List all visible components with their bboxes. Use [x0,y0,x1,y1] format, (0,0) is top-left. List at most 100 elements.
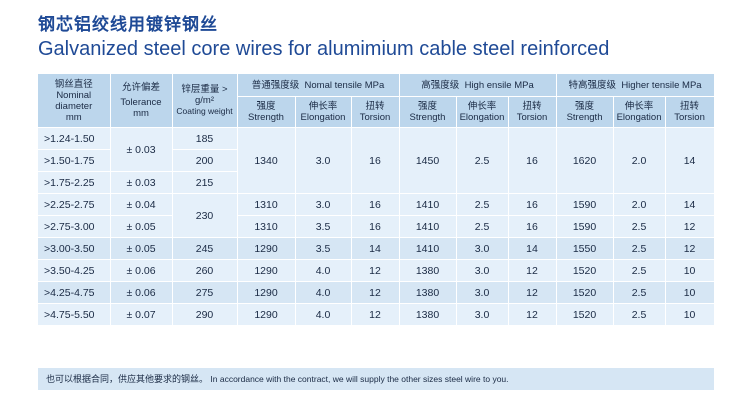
cell-diameter: >4.75-5.50 [38,303,111,326]
header-diameter-cn: 钢丝直径 [54,78,93,90]
header-group-high: 高强度级 High ensile MPa [399,74,557,97]
cell-strength: 1520 [556,303,614,326]
cell-strength: 1590 [556,193,614,216]
header-group-normal-cn: 普通强度级 [251,79,300,91]
cell-coating: 260 [172,259,238,282]
cell-elongation: 2.0 [613,193,666,216]
header-torsion-cn: 扭转 [680,101,700,112]
header-elongation-cn: 伸长率 [624,101,654,112]
header-strength: 强度 Strength [237,96,296,128]
cell-strength: 1380 [399,281,457,304]
cell-torsion: 12 [508,281,557,304]
cell-elongation: 3.0 [456,259,509,282]
cell-tolerance: ± 0.05 [110,215,173,238]
cell-strength: 1380 [399,303,457,326]
cell-strength: 1450 [399,127,457,194]
cell-coating: 200 [172,149,238,172]
cell-diameter: >1.24-1.50 [38,127,111,150]
cell-coating: 275 [172,281,238,304]
header-elongation-cn: 伸长率 [308,101,338,112]
header-diameter-en1: Nominal [56,89,92,101]
cell-tolerance: ± 0.06 [110,281,173,304]
header-strength-en: Strength [566,112,603,123]
cell-torsion: 16 [351,127,400,194]
table-row: >4.25-4.75 ± 0.06 275 1290 4.0 12 1380 3… [38,281,715,304]
cell-elongation: 3.5 [295,215,352,238]
cell-torsion: 10 [665,259,715,282]
header-group-higher: 特高强度级 Higher tensile MPa [556,74,715,97]
cell-strength: 1410 [399,193,457,216]
cell-diameter: >1.50-1.75 [38,149,111,172]
cell-elongation: 2.5 [613,259,666,282]
cell-torsion: 10 [665,303,715,326]
cell-strength: 1550 [556,237,614,260]
header-diameter: 钢丝直径 Nominal diameter mm [38,74,111,128]
header-strength-cn: 强度 [418,101,438,112]
cell-elongation: 3.5 [295,237,352,260]
header-coating-unit: g/m² [195,95,214,106]
header-elongation-en: Elongation [616,112,662,123]
header-torsion: 扭转 Torsion [665,96,715,128]
cell-coating: 245 [172,237,238,260]
table-row: >2.25-2.75 ± 0.04 230 1310 3.0 16 1410 2… [38,193,715,238]
header-group-normal-en: Nomal tensile MPa [304,79,385,91]
cell-strength: 1520 [556,281,614,304]
header-strength-en: Strength [248,112,284,123]
cell-elongation: 3.0 [456,237,509,260]
header-strength-cn: 强度 [256,101,276,112]
header-coating-en: Coating weight [176,106,233,116]
cell-torsion: 16 [508,127,557,194]
cell-elongation: 4.0 [295,303,352,326]
header-torsion-en: Torsion [359,112,391,123]
header-elongation-en: Elongation [459,112,505,123]
cell-diameter: >2.75-3.00 [38,215,111,238]
cell-elongation: 3.0 [456,303,509,326]
table-row: >3.50-4.25 ± 0.06 260 1290 4.0 12 1380 3… [38,259,715,282]
cell-torsion: 12 [508,303,557,326]
cell-elongation: 3.0 [456,281,509,304]
cell-strength: 1290 [237,281,296,304]
cell-elongation: 2.0 [613,127,666,194]
cell-strength: 1290 [237,237,296,260]
header-torsion: 扭转 Torsion [508,96,557,128]
header-group-higher-cn: 特高强度级 [568,79,617,91]
table-row: >1.24-1.50 ± 0.03 185 1340 3.0 16 1450 2… [38,127,715,194]
cell-torsion: 12 [665,237,715,260]
header-strength-en: Strength [409,112,446,123]
cell-diameter: >4.25-4.75 [38,281,111,304]
cell-torsion: 14 [665,127,715,194]
header-group-high-en: High ensile MPa [464,79,534,91]
cell-tolerance: ± 0.06 [110,259,173,282]
cell-strength: 1310 [237,215,296,238]
cell-elongation: 2.5 [456,215,509,238]
cell-diameter: >3.50-4.25 [38,259,111,282]
header-elongation: 伸长率 Elongation [295,96,352,128]
cell-coating: 290 [172,303,238,326]
header-elongation-en: Elongation [300,112,346,123]
cell-diameter: >1.75-2.25 [38,171,111,194]
cell-strength: 1590 [556,215,614,238]
cell-torsion: 14 [351,237,400,260]
cell-strength: 1410 [399,215,457,238]
cell-torsion: 16 [508,215,557,238]
cell-strength: 1340 [237,127,296,194]
header-group-higher-en: Higher tensile MPa [621,79,702,91]
cell-diameter: >2.25-2.75 [38,193,111,216]
header-torsion-cn: 扭转 [365,101,385,112]
footer-note-en: In accordance with the contract, we will… [210,374,509,384]
page-title-cn: 钢芯铝绞线用镀锌钢丝 [38,15,218,35]
header-diameter-unit: mm [65,111,82,123]
cell-torsion: 16 [508,193,557,216]
spec-table: 钢丝直径 Nominal diameter mm 允许偏差 Tolerance … [38,74,715,326]
cell-torsion: 12 [665,215,715,238]
cell-elongation: 3.0 [295,193,352,216]
header-tolerance-en: Tolerance [120,97,162,108]
header-group-high-cn: 高强度级 [421,79,460,91]
cell-torsion: 12 [351,259,400,282]
header-coating-cn: 锌层重量 > [181,84,228,95]
cell-elongation: 2.5 [456,127,509,194]
header-torsion-cn: 扭转 [522,101,542,112]
cell-torsion: 14 [665,193,715,216]
table-row: >2.75-3.00 ± 0.05 1310 3.5 16 1410 2.5 1… [38,215,715,238]
cell-torsion: 16 [351,193,400,216]
